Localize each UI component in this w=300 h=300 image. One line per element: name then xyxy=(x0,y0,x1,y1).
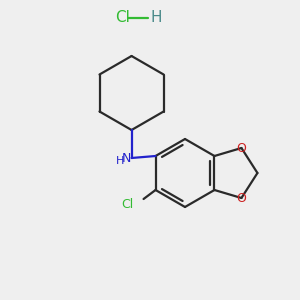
Text: Cl: Cl xyxy=(121,197,134,211)
Text: O: O xyxy=(236,142,246,154)
Text: H: H xyxy=(150,11,161,26)
Text: H: H xyxy=(116,156,124,166)
Text: N: N xyxy=(122,152,132,164)
Text: Cl: Cl xyxy=(115,11,130,26)
Text: O: O xyxy=(236,191,246,205)
